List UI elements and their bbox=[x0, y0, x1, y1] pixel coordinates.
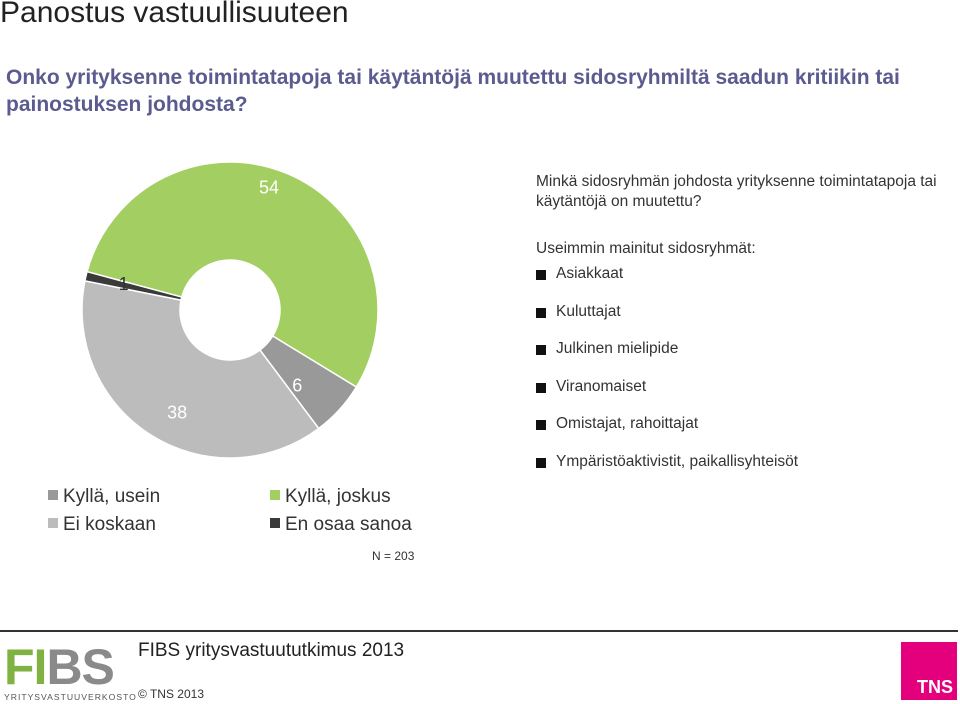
list-item: Julkinen mielipide bbox=[536, 340, 798, 378]
square-bullet-icon bbox=[536, 420, 546, 430]
list-item: Asiakkaat bbox=[536, 265, 798, 303]
fibs-logo: FIBS YRITYSVASTUUVERKOSTO bbox=[4, 639, 137, 702]
data-label: 6 bbox=[292, 375, 302, 395]
donut-chart: 54 6 38 1 bbox=[81, 161, 379, 459]
square-bullet-icon bbox=[536, 270, 546, 280]
list-item: Viranomaiset bbox=[536, 378, 798, 416]
legend-swatch bbox=[48, 490, 58, 500]
donut-slice bbox=[81, 279, 320, 459]
donut-slice bbox=[84, 270, 183, 302]
legend-swatch bbox=[48, 518, 58, 528]
side-question: Minkä sidosryhmän johdosta yrityksenne t… bbox=[536, 173, 937, 210]
stakeholder-list: Asiakkaat Kuluttajat Julkinen mielipide … bbox=[536, 265, 798, 490]
page-title: Panostus vastuullisuuteen bbox=[0, 0, 349, 29]
tns-logo: TNS bbox=[901, 642, 957, 700]
square-bullet-icon bbox=[536, 307, 546, 318]
legend-item: Kyllä, usein bbox=[48, 486, 160, 508]
list-item: Kuluttajat bbox=[536, 303, 798, 341]
fibs-logo-word: FIBS bbox=[4, 639, 115, 695]
sample-size-label: N = 203 bbox=[372, 549, 415, 563]
data-label: 38 bbox=[167, 402, 187, 422]
legend-item: En osaa sanoa bbox=[270, 514, 412, 536]
list-item: Omistajat, rahoittajat bbox=[536, 415, 798, 453]
legend-swatch bbox=[270, 518, 280, 528]
data-label: 1 bbox=[119, 274, 129, 294]
tns-logo-word: TNS bbox=[917, 677, 953, 697]
footer-divider bbox=[0, 630, 958, 632]
list-item: Ympäristöaktivistit, paikallisyhteisöt bbox=[536, 453, 798, 491]
legend-item: Ei koskaan bbox=[48, 514, 156, 536]
square-bullet-icon bbox=[536, 345, 546, 355]
donut-slice bbox=[86, 161, 379, 389]
legend-swatch bbox=[270, 490, 280, 500]
survey-question: Onko yrityksenne toimintatapoja tai käyt… bbox=[6, 66, 900, 116]
square-bullet-icon bbox=[536, 457, 546, 468]
legend-item: Kyllä, joskus bbox=[270, 486, 391, 508]
fibs-logo-subtitle: YRITYSVASTUUVERKOSTO bbox=[4, 692, 137, 702]
data-label: 54 bbox=[259, 178, 279, 198]
footer-title: FIBS yritysvastuututkimus 2013 bbox=[138, 640, 405, 661]
side-subtitle: Useimmin mainitut sidosryhmät: bbox=[536, 240, 756, 257]
copyright-text: © TNS 2013 bbox=[138, 687, 204, 701]
square-bullet-icon bbox=[536, 382, 546, 393]
